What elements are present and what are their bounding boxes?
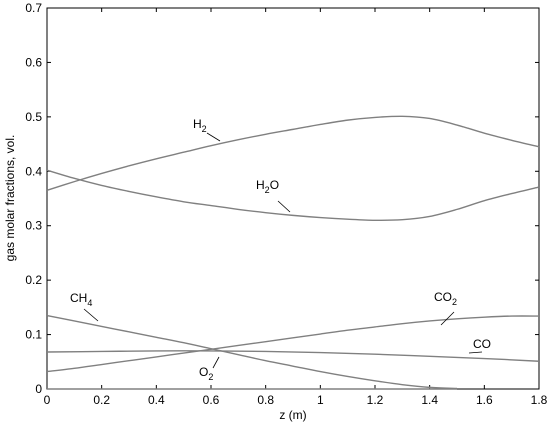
y-tick-label: 0.3 — [25, 219, 42, 233]
y-tick-label: 0.4 — [25, 164, 42, 178]
series-lines — [46, 115, 540, 390]
y-tick-label: 0 — [35, 382, 42, 396]
x-axis-label: z (m) — [279, 408, 306, 422]
leader-line-ch4 — [83, 308, 99, 322]
y-axis-ticks: 0 0.1 0.2 0.3 0.4 0.5 0.6 0.7 — [25, 1, 539, 396]
y-tick-label: 0.7 — [25, 1, 42, 15]
series-labels: H2 H2O CH4 CO2 CO O2 — [70, 117, 491, 382]
x-tick-label: 1.6 — [476, 393, 493, 407]
series-label-co: CO — [473, 337, 491, 351]
x-tick-label: 1.8 — [531, 393, 548, 407]
leader-line-co — [468, 351, 483, 354]
x-tick-label: 1.4 — [421, 393, 438, 407]
x-axis-ticks: 0 0.2 0.4 0.6 0.8 1 1.2 1.4 1.6 1.8 — [44, 8, 548, 407]
series-line-h2 — [46, 115, 540, 192]
y-tick-label: 0.2 — [25, 273, 42, 287]
y-tick-label: 0.1 — [25, 328, 42, 342]
y-tick-label: 0.6 — [25, 55, 42, 69]
series-label-o2: O2 — [199, 365, 213, 382]
series-label-h2: H2 — [193, 117, 207, 134]
x-tick-label: 1.2 — [367, 393, 384, 407]
x-tick-label: 0.6 — [203, 393, 220, 407]
leader-line-h2 — [206, 132, 221, 142]
x-tick-label: 1 — [317, 393, 324, 407]
series-label-h2o: H2O — [256, 178, 279, 195]
x-tick-label: 0.4 — [148, 393, 165, 407]
series-line-ch4 — [46, 314, 458, 390]
series-line-h2o — [46, 169, 540, 222]
leader-line-o2 — [212, 356, 220, 369]
x-tick-label: 0 — [44, 393, 51, 407]
leader-line-h2o — [277, 200, 291, 213]
series-label-ch4: CH4 — [70, 291, 92, 308]
series-line-co2 — [46, 315, 540, 373]
series-line-co — [46, 350, 540, 362]
y-axis-label: gas molar fractions, vol. — [3, 135, 17, 262]
series-label-co2: CO2 — [434, 290, 457, 307]
x-tick-label: 0.8 — [257, 393, 274, 407]
x-tick-label: 0.2 — [93, 393, 110, 407]
y-tick-label: 0.5 — [25, 110, 42, 124]
leader-line-co2 — [440, 311, 455, 326]
plot-area — [46, 7, 540, 390]
